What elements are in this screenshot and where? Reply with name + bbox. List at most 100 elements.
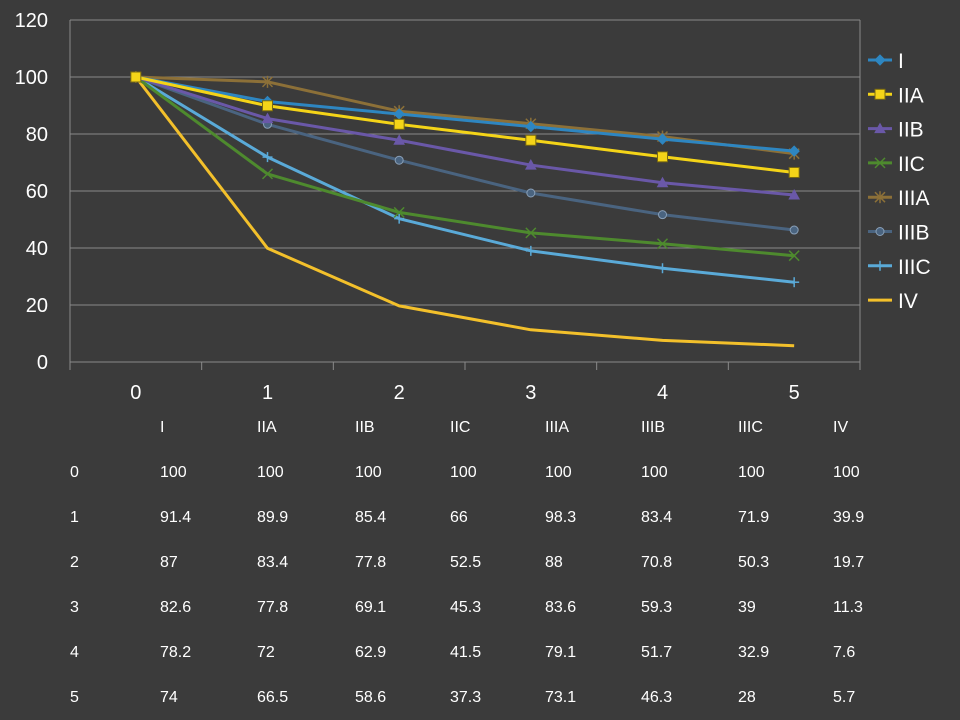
data-point [874,88,886,100]
table-cell: 100 [738,463,765,481]
y-tick-label: 80 [26,124,48,146]
table-row-label: 0 [70,463,79,481]
data-point [525,120,537,133]
x-tick-label: 2 [394,382,405,404]
data-point [394,155,404,165]
table-row: 2 87 83.4 77.8 52.5 88 70.8 50.3 19.7 [0,540,960,585]
table-cell: 85.4 [355,508,387,526]
legend-item: IIIB [868,222,930,245]
data-point [657,263,668,274]
legend-item: I [868,50,904,73]
table-cell: 62.9 [355,643,387,661]
table-cell: 100 [257,463,284,481]
table-cell: 77.8 [355,553,387,571]
table-cell: 79.1 [545,643,577,661]
table-header-cell: IIIC [738,418,763,436]
table-corner [0,405,160,450]
table-header-cell: IIC [450,418,471,436]
table-cell: 7.6 [833,643,856,661]
data-point [657,151,668,163]
table-cell: 72 [257,643,275,661]
data-point [394,213,405,224]
data-table: I IIA IIB IIC IIIA IIIB IIIC IV 0 100 100 1… [0,405,960,720]
table-header-row: I IIA IIB IIC IIIA IIIB IIIC IV [0,405,960,450]
data-point [875,227,885,236]
table-cell: 58.6 [355,688,387,706]
table-cell: 59.3 [641,598,673,616]
data-point [656,176,669,188]
series-line [135,75,795,284]
gridlines [70,19,860,363]
table-cell: 82.6 [160,598,192,616]
legend-label: IIB [898,119,924,142]
legend-item: IV [868,290,918,313]
table-cell: 77.8 [257,598,289,616]
legend-label: IIC [898,153,925,176]
table-cell: 100 [833,463,860,481]
legend-label: IIIB [898,222,930,245]
data-point [789,225,799,235]
series-iiic [130,72,800,288]
legend-label: IIIA [898,187,930,210]
table-cell: 100 [160,463,187,481]
table-row: 1 91.4 89.9 85.4 66 98.3 83.4 71.9 39.9 [0,495,960,540]
legend-item: IIC [868,153,925,176]
table-cell: 52.5 [450,553,482,571]
table-row-label: 2 [70,553,79,571]
table-cell: 100 [545,463,572,481]
table-cell: 28 [738,688,756,706]
table-cell: 73.1 [545,688,577,706]
data-point [524,159,537,170]
data-point [788,250,800,262]
data-point [393,118,405,130]
data-point [525,245,536,256]
table-cell: 5.7 [833,688,856,706]
data-point [261,112,274,124]
table-cell: 78.2 [160,643,192,661]
data-point [262,152,273,163]
table-cell: 70.8 [641,553,673,571]
table-row: 3 82.6 77.8 69.1 45.3 83.6 59.3 39 11.3 [0,585,960,630]
x-tick-label: 3 [525,382,536,404]
series-i [130,71,800,157]
table-cell: 83.4 [641,508,673,526]
table-cell: 66.5 [257,688,289,706]
data-point [393,206,405,218]
series-line [135,75,795,174]
series-iiib [131,72,799,235]
table-header-cell: IIB [355,418,375,436]
table-cell: 19.7 [833,553,865,571]
table-row: 0 100 100 100 100 100 100 100 100 [0,450,960,495]
series-iia [130,71,800,178]
table-cell: 32.9 [738,643,770,661]
table-cell: 100 [355,463,382,481]
series-line [135,75,795,153]
x-tick-label: 4 [657,382,668,404]
series-lines [129,70,801,348]
x-tick-label: 5 [789,382,800,404]
table-cell: 37.3 [450,688,482,706]
x-tick-label: 1 [262,382,273,404]
table-header-cell: IIIA [545,418,570,436]
table-cell: 51.7 [641,643,673,661]
series-line [135,75,795,156]
table-cell: 100 [641,463,668,481]
y-tick-label: 20 [26,295,48,317]
legend-label: I [898,50,904,73]
data-point [788,166,800,178]
table-cell: 66 [450,508,468,526]
table-cell: 11.3 [833,598,863,616]
table-header-cell: IIIB [641,418,666,436]
table-cell: 87 [160,553,178,571]
data-point [656,133,669,145]
table-row-label: 1 [70,508,79,526]
table-row: 4 78.2 72 62.9 41.5 79.1 51.7 32.9 7.6 [0,630,960,675]
data-point [393,134,406,145]
y-tick-label: 0 [37,352,48,374]
table-row-label: 3 [70,598,79,616]
legend-item: IIB [868,119,924,142]
table-cell: 98.3 [545,508,577,526]
table-row: 5 74 66.5 58.6 37.3 73.1 46.3 28 5.7 [0,675,960,720]
